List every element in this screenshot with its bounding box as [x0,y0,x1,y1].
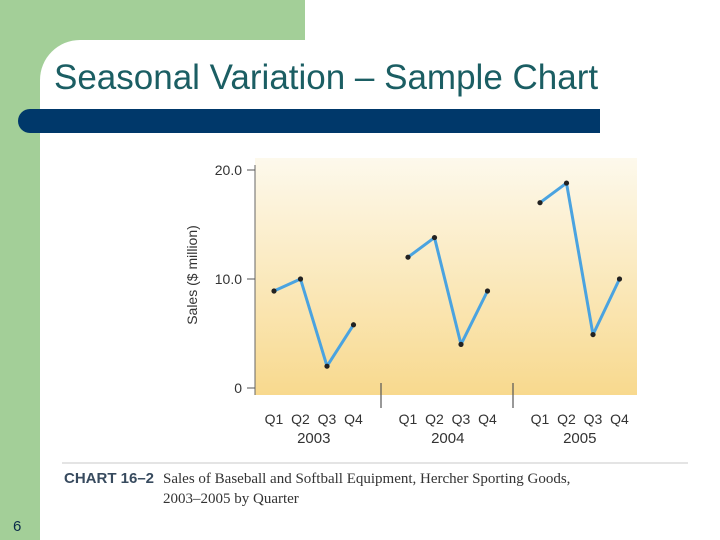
plot-area [255,158,637,395]
data-point [324,363,330,369]
quarter-label: Q1 [265,411,284,427]
chart-number-label: CHART 16–2 [64,470,154,487]
data-point [590,331,596,338]
slide-title: Seasonal Variation – Sample Chart [54,58,599,97]
data-point [431,234,438,241]
quarter-label: Q4 [344,411,363,427]
quarter-label: Q1 [531,411,550,427]
y-tick-label: 20.0 [215,162,242,178]
data-point [297,276,304,282]
top-green-band [40,0,305,40]
quarter-label: Q2 [291,411,310,427]
series-line-2005 [539,181,621,337]
data-point [563,180,570,186]
quarter-label: Q3 [318,411,337,427]
data-point [484,288,491,294]
quarter-label: Q4 [610,411,629,427]
year-label: 2005 [563,430,596,447]
data-point [458,341,464,347]
quarter-label: Q4 [478,411,497,427]
quarter-label: Q3 [452,411,471,427]
left-green-band [0,0,40,540]
y-axis-title: Sales ($ million) [184,225,200,325]
data-point [350,322,357,328]
quarter-label: Q2 [425,411,444,427]
data-point [537,200,543,206]
quarter-label: Q3 [584,411,603,427]
y-tick-label: 0 [234,380,242,396]
quarter-label: Q2 [557,411,576,427]
series-line-2004 [407,236,489,346]
data-point [405,254,411,260]
series-line-2003 [273,277,355,368]
title-underline-bar [18,109,600,133]
content-corner [40,40,120,120]
data-point [616,276,623,282]
chart-caption-line-1: Sales of Baseball and Softball Equipment… [163,471,570,487]
chart-caption-line-2: 2003–2005 by Quarter [163,491,299,507]
slide-number: 6 [13,518,22,535]
y-tick-label: 10.0 [215,271,242,287]
year-label: 2004 [431,430,464,447]
quarter-label: Q1 [399,411,418,427]
year-label: 2003 [297,430,330,447]
data-point [271,288,277,294]
